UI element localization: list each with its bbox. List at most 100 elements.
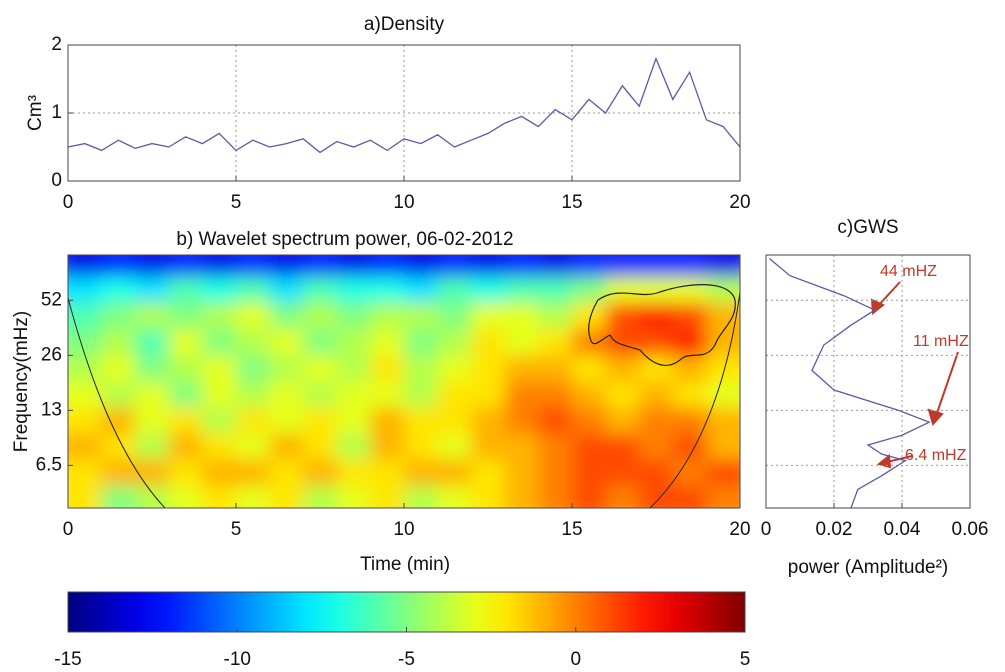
heatmap-cell bbox=[336, 458, 371, 486]
heatmap-cell bbox=[336, 433, 371, 460]
heatmap-cell bbox=[336, 276, 371, 303]
heatmap-cell bbox=[504, 328, 539, 356]
heatmap-cell bbox=[572, 484, 607, 508]
overlays bbox=[68, 284, 740, 508]
arrow-head bbox=[876, 454, 892, 469]
heatmap-cell bbox=[471, 255, 506, 277]
heatmap-cell bbox=[269, 354, 304, 382]
x-tick-label: 0.02 bbox=[816, 519, 853, 540]
annotation: 44 mHZ bbox=[880, 263, 937, 280]
heatmap-cell bbox=[168, 381, 203, 408]
heatmap-cell bbox=[404, 302, 439, 329]
heatmap-cell bbox=[538, 433, 573, 460]
x-axis-label: Time (min) bbox=[360, 554, 450, 575]
significance-contour bbox=[588, 284, 736, 366]
heatmap-cell bbox=[370, 484, 405, 508]
heatmap-cell bbox=[101, 484, 136, 508]
colorbar-tick-label: 5 bbox=[740, 649, 751, 670]
heatmap-cell bbox=[303, 255, 338, 277]
heatmap-cell bbox=[639, 433, 674, 460]
heatmap-cell bbox=[404, 276, 439, 303]
heatmap-cell bbox=[168, 328, 203, 356]
chart-title: a)Density bbox=[364, 14, 445, 35]
heatmap-cell bbox=[336, 255, 371, 277]
heatmap-cell bbox=[538, 255, 573, 277]
heatmap-cell bbox=[672, 484, 707, 508]
heatmap-cell bbox=[168, 458, 203, 486]
heatmap-cell bbox=[504, 484, 539, 508]
heatmap-cell bbox=[504, 302, 539, 329]
heatmap-cell bbox=[404, 433, 439, 460]
heatmap-cell bbox=[303, 302, 338, 329]
y-axis-label: Frequency(mHz) bbox=[11, 311, 32, 452]
heatmap-cell bbox=[437, 255, 472, 277]
heatmap-cell bbox=[303, 328, 338, 356]
heatmap-cell bbox=[471, 381, 506, 408]
x-tick-label: 0 bbox=[63, 519, 74, 540]
heatmap-cell bbox=[404, 458, 439, 486]
arrow-head bbox=[927, 408, 944, 427]
heatmap-cell bbox=[572, 354, 607, 382]
heatmap-cell bbox=[672, 302, 707, 329]
heatmap-cell bbox=[706, 276, 740, 303]
heatmap-cell bbox=[605, 302, 640, 329]
y-tick-label: 52 bbox=[41, 289, 62, 310]
x-tick-label: 20 bbox=[729, 192, 750, 213]
y-tick-label: 13 bbox=[41, 399, 62, 420]
heatmap-cell bbox=[404, 406, 439, 434]
plot-frame bbox=[67, 44, 741, 182]
heatmap-cell bbox=[370, 328, 405, 356]
x-tick-label: 10 bbox=[393, 192, 414, 213]
plot-frame bbox=[765, 254, 971, 509]
heatmap-cell bbox=[269, 302, 304, 329]
heatmap-cell bbox=[303, 458, 338, 486]
heatmap-cell bbox=[135, 328, 170, 356]
heatmap-cell bbox=[471, 354, 506, 382]
heatmap-cell bbox=[370, 458, 405, 486]
heatmap-cell bbox=[269, 381, 304, 408]
x-tick-label: 20 bbox=[729, 519, 750, 540]
colorbar-tick-label: 0 bbox=[570, 649, 581, 670]
heatmap-cell bbox=[68, 302, 103, 329]
arrow bbox=[935, 351, 959, 417]
heatmap-cell bbox=[639, 354, 674, 382]
x-tick-label: 0 bbox=[63, 192, 74, 213]
heatmap-cell bbox=[504, 406, 539, 434]
heatmap-cell bbox=[68, 255, 103, 277]
heatmap-cell bbox=[639, 381, 674, 408]
heatmap-cell bbox=[504, 433, 539, 460]
heatmap-cell bbox=[303, 276, 338, 303]
heatmap-cell bbox=[672, 354, 707, 382]
heatmap-cell bbox=[68, 354, 103, 382]
heatmap-cell bbox=[101, 276, 136, 303]
heatmap-cell bbox=[572, 458, 607, 486]
heatmap-cell bbox=[471, 406, 506, 434]
heatmap-cell bbox=[639, 484, 674, 508]
heatmap-cell bbox=[135, 354, 170, 382]
heatmap-cell bbox=[605, 354, 640, 382]
heatmap-cell bbox=[605, 458, 640, 486]
heatmap bbox=[68, 255, 740, 508]
heatmap-cell bbox=[471, 276, 506, 303]
heatmap-cell bbox=[202, 433, 237, 460]
heatmap-cell bbox=[202, 381, 237, 408]
heatmap-cell bbox=[605, 381, 640, 408]
heatmap-cell bbox=[269, 484, 304, 508]
y-tick-label: 6.5 bbox=[36, 454, 62, 475]
heatmap-cell bbox=[336, 328, 371, 356]
heatmap-cell bbox=[639, 328, 674, 356]
colorbar-tick-label: -10 bbox=[224, 649, 251, 670]
heatmap-cell bbox=[404, 484, 439, 508]
x-axis-label: power (Amplitude²) bbox=[788, 557, 949, 578]
x-tick-label: 10 bbox=[393, 519, 414, 540]
y-tick-label: 2 bbox=[51, 34, 62, 55]
heatmap-cell bbox=[706, 458, 740, 486]
heatmap-cell bbox=[538, 381, 573, 408]
heatmap-cell bbox=[236, 484, 271, 508]
heatmap-cell bbox=[370, 381, 405, 408]
heatmap-cell bbox=[68, 406, 103, 434]
heatmap-cell bbox=[706, 484, 740, 508]
heatmap-cell bbox=[672, 458, 707, 486]
heatmap-cell bbox=[437, 458, 472, 486]
heatmap-cell bbox=[236, 381, 271, 408]
